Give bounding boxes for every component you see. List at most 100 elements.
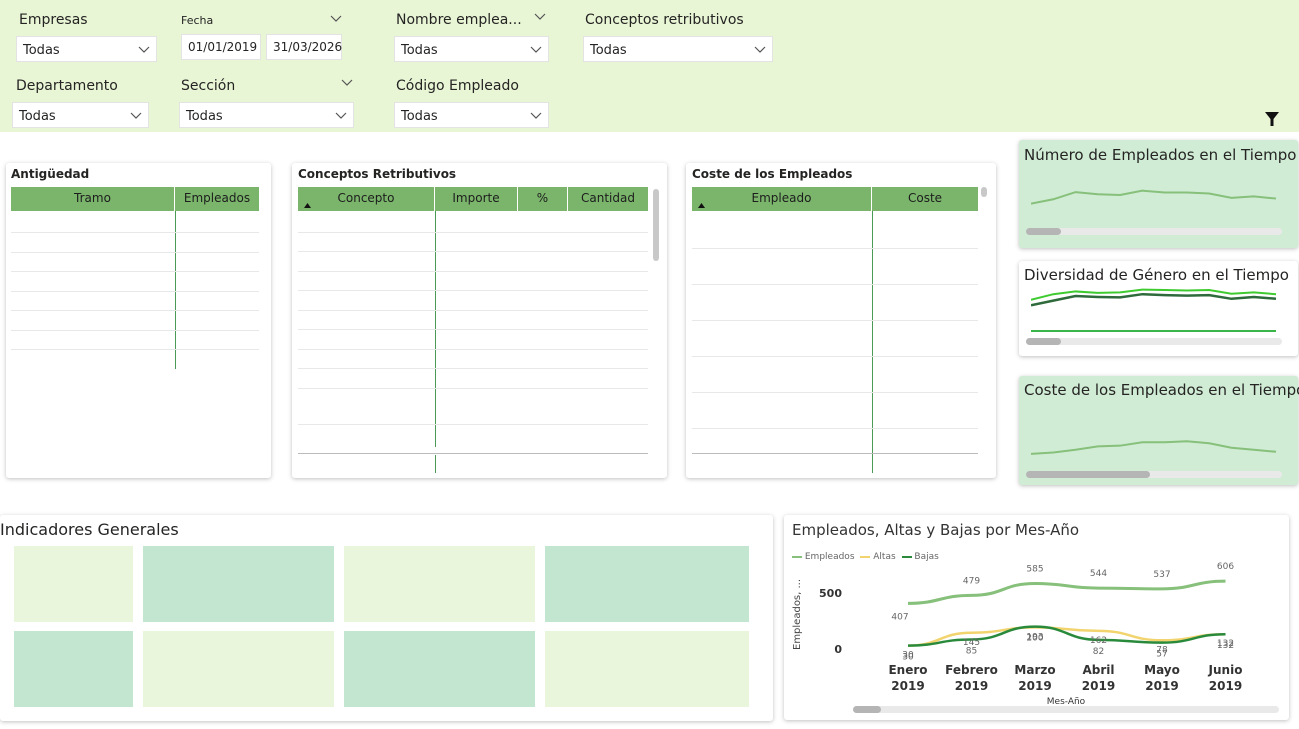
row-divider: [298, 348, 648, 350]
sparkline-series: [1031, 288, 1277, 301]
coste-tiempo-card: Coste de los Empleados en el Tiempo: [1019, 376, 1299, 485]
data-label: 200: [1026, 634, 1043, 644]
column-divider: [872, 211, 873, 473]
departamento-dropdown[interactable]: Todas: [12, 102, 149, 128]
kpi-card: [545, 631, 749, 707]
table-scrollbar[interactable]: [981, 187, 987, 197]
chart-title: Empleados, Altas y Bajas por Mes-Año: [792, 521, 1080, 539]
empresas-dropdown[interactable]: Todas: [16, 36, 157, 62]
chart-scrollbar-thumb[interactable]: [1026, 228, 1061, 235]
conceptos-dropdown[interactable]: Todas: [583, 36, 773, 62]
data-label: 78: [1156, 645, 1168, 655]
codigo-empleado-dropdown[interactable]: Todas: [394, 102, 549, 128]
conceptos-table: Conceptos Retributivos Concepto Importe …: [292, 163, 667, 478]
empresas-value: Todas: [23, 43, 60, 58]
column-header-concepto[interactable]: Concepto: [298, 187, 435, 211]
kpi-card: [143, 631, 334, 707]
chart-scrollbar[interactable]: [1026, 338, 1282, 345]
antiguedad-table: Antigüedad Tramo Empleados: [6, 163, 271, 478]
data-label: 30: [902, 653, 914, 663]
row-divider: [298, 270, 648, 272]
column-header-empleado[interactable]: Empleado: [692, 187, 872, 211]
fecha-label: Fecha: [181, 14, 214, 27]
chart-scrollbar[interactable]: [1026, 228, 1282, 235]
table-cell-empleado: [697, 323, 865, 357]
chevron-down-icon: [754, 46, 766, 53]
chevron-down-icon: [530, 112, 542, 119]
empleados-altas-bajas-chart: Empleados, Altas y Bajas por Mes-Año Emp…: [784, 515, 1289, 720]
kpi-card: [344, 631, 535, 707]
x-tick-label: Abril 2019: [1082, 663, 1115, 693]
table-cell-empleado: [697, 359, 865, 393]
column-header-tramo[interactable]: Tramo: [11, 187, 175, 211]
table-scrollbar[interactable]: [653, 189, 659, 261]
nombre-empleado-value: Todas: [401, 43, 438, 58]
series-line-altas: [907, 626, 1226, 647]
row-divider: [298, 368, 648, 369]
kpi-card: [14, 631, 133, 707]
chart-scrollbar[interactable]: [1026, 471, 1282, 478]
fecha-to-input[interactable]: 31/03/2026: [266, 34, 342, 60]
antiguedad-title: Antigüedad: [11, 167, 90, 181]
data-label: 544: [1090, 569, 1107, 579]
column-header-importe[interactable]: Importe: [435, 187, 518, 211]
chevron-down-icon[interactable]: [341, 79, 353, 87]
column-header-porcentaje[interactable]: %: [518, 187, 568, 211]
legend-swatch-bajas: [901, 555, 912, 558]
chevron-down-icon[interactable]: [330, 15, 342, 23]
nombre-empleado-dropdown[interactable]: Todas: [394, 36, 549, 62]
y-axis-title: Empleados, ...: [792, 579, 803, 650]
x-tick-label: Mayo 2019: [1144, 663, 1180, 693]
data-label: 537: [1153, 570, 1170, 580]
row-divider: [298, 309, 648, 311]
row-divider: [692, 356, 978, 357]
row-divider: [692, 392, 978, 393]
coste-tiempo-title: Coste de los Empleados en el Tiempo: [1024, 381, 1299, 399]
chevron-down-icon[interactable]: [534, 13, 546, 21]
genero-tiempo-sparkline: [1031, 288, 1277, 332]
column-header-concepto-label: Concepto: [337, 191, 395, 205]
data-label: 57: [1156, 650, 1167, 660]
legend-swatch-altas: [860, 555, 871, 558]
series-line-bajas: [907, 625, 1226, 647]
x-tick-label: Febrero 2019: [945, 663, 998, 693]
table-cell-empleado: [697, 395, 865, 429]
row-divider: [692, 284, 978, 285]
kpi-card: [344, 546, 535, 622]
column-header-coste[interactable]: Coste: [872, 187, 978, 211]
chevron-down-icon: [130, 112, 142, 119]
sparkline-series: [1031, 189, 1277, 205]
fecha-from-input[interactable]: 01/01/2019: [181, 34, 261, 60]
column-header-cantidad[interactable]: Cantidad: [568, 187, 648, 211]
filter-bar: Empresas Todas Fecha 01/01/2019 31/03/20…: [0, 0, 1299, 132]
table-cell-empleado: [697, 431, 865, 449]
chart-scrollbar[interactable]: [853, 706, 1279, 713]
sort-ascending-icon: [698, 203, 705, 208]
series-line-empleados: [907, 579, 1226, 605]
data-label: 606: [1217, 562, 1234, 572]
seccion-label: Sección: [181, 78, 236, 94]
data-label: 85: [966, 646, 977, 656]
row-divider: [11, 349, 259, 350]
data-label: 193: [1026, 632, 1043, 642]
indicadores-title: Indicadores Generales: [0, 520, 179, 539]
empleados-tiempo-sparkline: [1031, 189, 1277, 205]
row-divider: [11, 290, 259, 292]
departamento-label: Departamento: [16, 78, 118, 94]
chart-scrollbar-thumb[interactable]: [853, 706, 881, 713]
chevron-down-icon: [138, 46, 150, 53]
seccion-dropdown[interactable]: Todas: [179, 102, 354, 128]
x-tick-label: Junio 2019: [1208, 663, 1243, 693]
empresas-label: Empresas: [19, 12, 88, 28]
legend-label-bajas: Bajas: [914, 552, 939, 562]
chart-scrollbar-thumb[interactable]: [1026, 338, 1061, 345]
row-divider: [692, 428, 978, 429]
coste-tiempo-sparkline: [1031, 440, 1277, 455]
chart-scrollbar-thumb[interactable]: [1026, 471, 1150, 478]
filter-icon[interactable]: [1264, 111, 1280, 127]
column-header-empleados[interactable]: Empleados: [175, 187, 259, 211]
seccion-value: Todas: [186, 109, 223, 124]
coste-title: Coste de los Empleados: [692, 167, 853, 181]
data-label: 479: [963, 576, 980, 586]
codigo-empleado-value: Todas: [401, 109, 438, 124]
